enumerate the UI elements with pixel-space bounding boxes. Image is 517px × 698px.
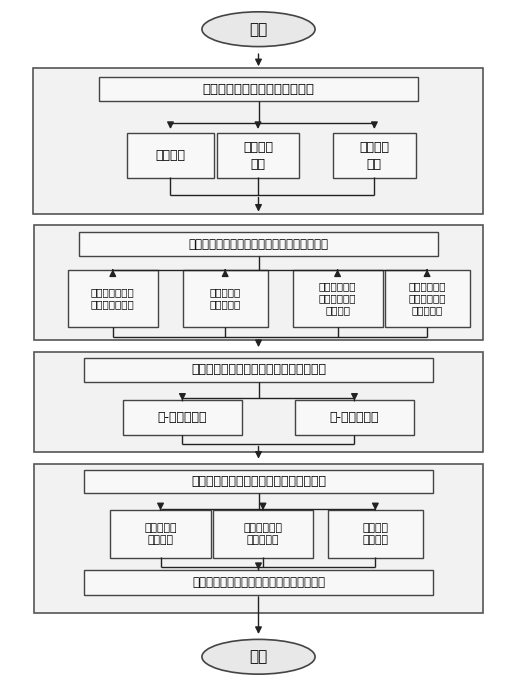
Text: 公交车与道路
交通设施间的
通讯手段: 公交车与道路 交通设施间的 通讯手段 [319, 281, 356, 315]
Bar [385, 270, 469, 327]
Bar [123, 400, 241, 435]
Bar [213, 510, 313, 558]
Text: 确定公交车动态调度过程中通信系统结构: 确定公交车动态调度过程中通信系统结构 [191, 364, 326, 376]
Bar [111, 510, 210, 558]
Bar [84, 570, 433, 595]
Bar [34, 352, 483, 452]
Bar [79, 232, 438, 256]
Text: 分析公交车动态调度系统中的通信连通性: 分析公交车动态调度系统中的通信连通性 [191, 475, 326, 488]
Bar [34, 225, 483, 340]
Bar [68, 270, 158, 327]
Bar [328, 510, 423, 558]
Bar [295, 400, 414, 435]
Text: 结束: 结束 [249, 649, 268, 664]
Bar [33, 68, 483, 214]
Bar [99, 77, 418, 101]
Text: 公交车与信息中
心间的通讯手段: 公交车与信息中 心间的通讯手段 [91, 287, 134, 309]
Text: 公交信息
中心: 公交信息 中心 [243, 141, 273, 171]
Text: 公交车辆间
的通讯手段: 公交车辆间 的通讯手段 [209, 287, 241, 309]
Bar [34, 463, 483, 613]
Text: 开始: 开始 [249, 22, 268, 37]
Text: 确定公交车动态调度各元素间采取的通讯手段: 确定公交车动态调度各元素间采取的通讯手段 [189, 238, 328, 251]
Bar [217, 133, 299, 178]
Text: 道路交通设施
与信息中心间
的通讯手段: 道路交通设施 与信息中心间 的通讯手段 [408, 281, 446, 315]
Text: 确定参与公交车动态调度的元素: 确定参与公交车动态调度的元素 [203, 82, 314, 96]
Ellipse shape [202, 12, 315, 47]
Text: 通信连通
概率计算: 通信连通 概率计算 [362, 523, 388, 545]
Bar [84, 358, 433, 382]
Text: 得出该公交车动态调度系统中的通信连通性: 得出该公交车动态调度系统中的通信连通性 [192, 576, 325, 588]
Text: 公交车辆: 公交车辆 [156, 149, 186, 162]
Text: 道路交通
设施: 道路交通 设施 [359, 141, 389, 171]
Ellipse shape [202, 639, 315, 674]
Bar [333, 133, 416, 178]
Text: 车-车通信系统: 车-车通信系统 [330, 411, 379, 424]
Text: 路-车通信系统: 路-车通信系统 [158, 411, 207, 424]
Text: 连通性分析
模型假设: 连通性分析 模型假设 [144, 523, 177, 545]
Bar [183, 270, 268, 327]
Bar [84, 470, 433, 493]
Bar [293, 270, 383, 327]
Bar [127, 133, 214, 178]
Text: 公交车车头间
距分布函数: 公交车车头间 距分布函数 [244, 523, 282, 545]
